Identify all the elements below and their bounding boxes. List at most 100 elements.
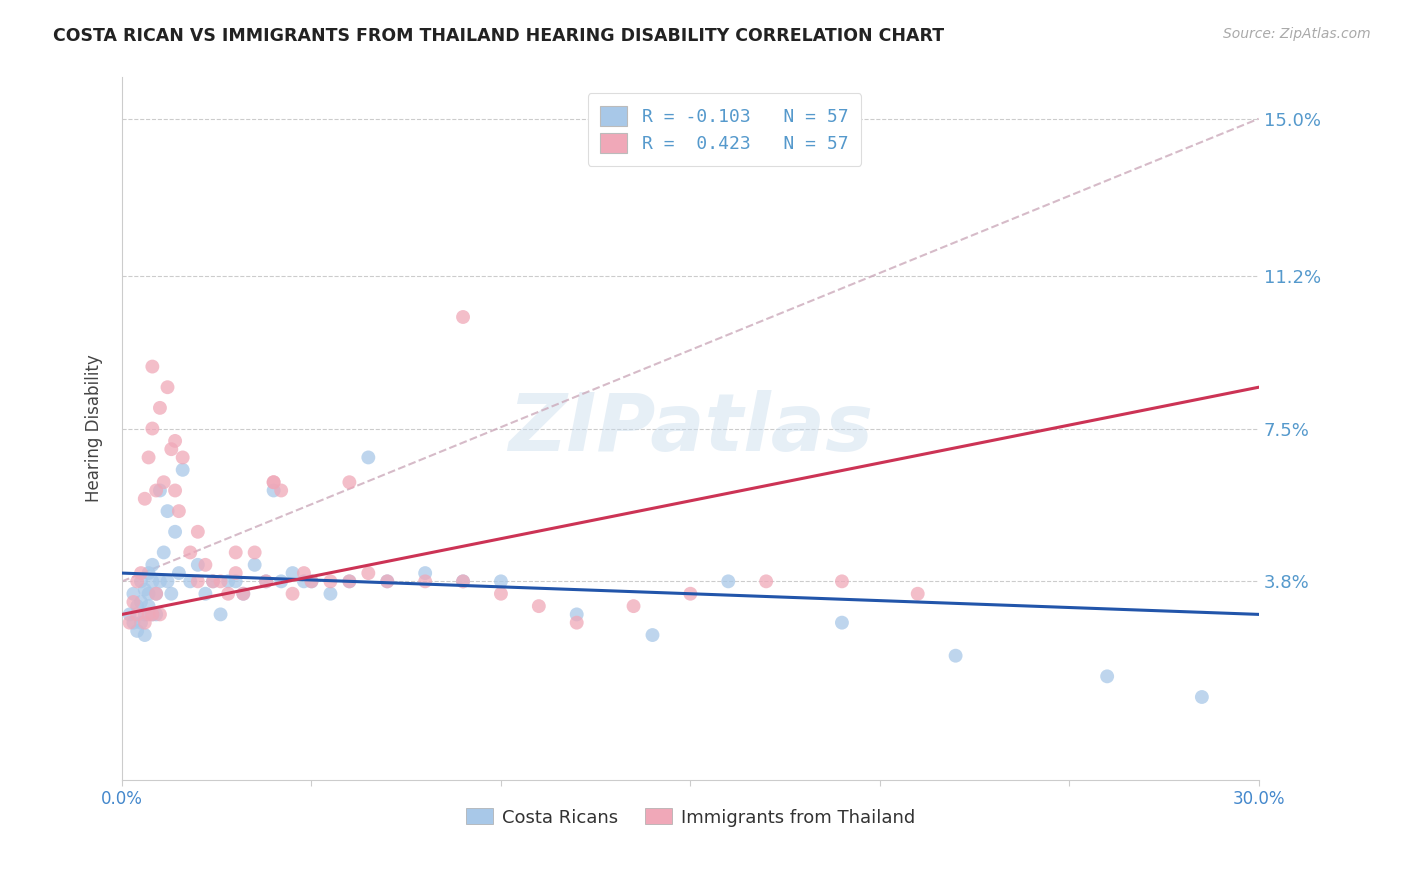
Point xyxy=(127,574,149,589)
Point xyxy=(134,615,156,630)
Point xyxy=(254,574,277,589)
Point xyxy=(292,574,315,589)
Point xyxy=(149,401,172,415)
Point xyxy=(243,545,266,559)
Point xyxy=(489,574,512,589)
Point xyxy=(375,574,398,589)
Point xyxy=(270,574,292,589)
Point xyxy=(122,615,145,630)
Point xyxy=(149,607,172,622)
Point xyxy=(156,504,179,518)
Point xyxy=(217,587,239,601)
Point xyxy=(134,491,156,506)
Point xyxy=(243,558,266,572)
Point xyxy=(907,587,929,601)
Point xyxy=(945,648,967,663)
Point xyxy=(152,545,174,559)
Point xyxy=(145,587,167,601)
Point xyxy=(118,607,141,622)
Point xyxy=(156,380,179,394)
Point xyxy=(152,475,174,490)
Point xyxy=(129,615,152,630)
Point xyxy=(357,450,380,465)
Text: ZIPatlas: ZIPatlas xyxy=(508,390,873,467)
Point xyxy=(127,599,149,614)
Point xyxy=(254,574,277,589)
Point xyxy=(149,483,172,498)
Point xyxy=(489,587,512,601)
Point xyxy=(138,587,160,601)
Point xyxy=(187,524,209,539)
Point xyxy=(118,615,141,630)
Point xyxy=(319,574,342,589)
Point xyxy=(165,483,187,498)
Point xyxy=(122,587,145,601)
Point xyxy=(831,615,853,630)
Point xyxy=(357,566,380,580)
Point xyxy=(141,558,163,572)
Point xyxy=(337,574,360,589)
Point xyxy=(375,574,398,589)
Point xyxy=(301,574,323,589)
Point xyxy=(319,587,342,601)
Point xyxy=(281,587,304,601)
Point xyxy=(337,574,360,589)
Legend: Costa Ricans, Immigrants from Thailand: Costa Ricans, Immigrants from Thailand xyxy=(458,801,922,834)
Point xyxy=(451,310,474,324)
Point xyxy=(194,587,217,601)
Point xyxy=(225,545,247,559)
Point xyxy=(138,450,160,465)
Point xyxy=(209,607,232,622)
Point xyxy=(138,566,160,580)
Point xyxy=(201,574,224,589)
Point xyxy=(225,574,247,589)
Point xyxy=(201,574,224,589)
Point xyxy=(451,574,474,589)
Point xyxy=(165,524,187,539)
Point xyxy=(413,566,436,580)
Point xyxy=(263,483,285,498)
Point xyxy=(165,434,187,448)
Point xyxy=(717,574,740,589)
Point xyxy=(160,587,183,601)
Point xyxy=(565,615,588,630)
Point xyxy=(187,558,209,572)
Point xyxy=(217,574,239,589)
Point xyxy=(129,595,152,609)
Point xyxy=(138,607,160,622)
Point xyxy=(337,475,360,490)
Point xyxy=(1191,690,1213,704)
Point xyxy=(122,595,145,609)
Point xyxy=(145,483,167,498)
Point xyxy=(263,475,285,490)
Point xyxy=(281,566,304,580)
Text: COSTA RICAN VS IMMIGRANTS FROM THAILAND HEARING DISABILITY CORRELATION CHART: COSTA RICAN VS IMMIGRANTS FROM THAILAND … xyxy=(53,27,945,45)
Text: Source: ZipAtlas.com: Source: ZipAtlas.com xyxy=(1223,27,1371,41)
Point xyxy=(292,566,315,580)
Point xyxy=(451,574,474,589)
Point xyxy=(225,566,247,580)
Point xyxy=(194,558,217,572)
Point xyxy=(413,574,436,589)
Point xyxy=(160,442,183,457)
Point xyxy=(641,628,664,642)
Point xyxy=(141,607,163,622)
Point xyxy=(179,545,201,559)
Point xyxy=(167,504,190,518)
Point xyxy=(172,450,194,465)
Point xyxy=(301,574,323,589)
Point xyxy=(141,359,163,374)
Point xyxy=(232,587,254,601)
Point xyxy=(172,463,194,477)
Point xyxy=(141,574,163,589)
Point xyxy=(187,574,209,589)
Point xyxy=(1095,669,1118,683)
Point xyxy=(145,587,167,601)
Point xyxy=(134,607,156,622)
Point xyxy=(127,624,149,638)
Point xyxy=(679,587,702,601)
Point xyxy=(134,582,156,597)
Point xyxy=(138,599,160,614)
Point xyxy=(831,574,853,589)
Point xyxy=(179,574,201,589)
